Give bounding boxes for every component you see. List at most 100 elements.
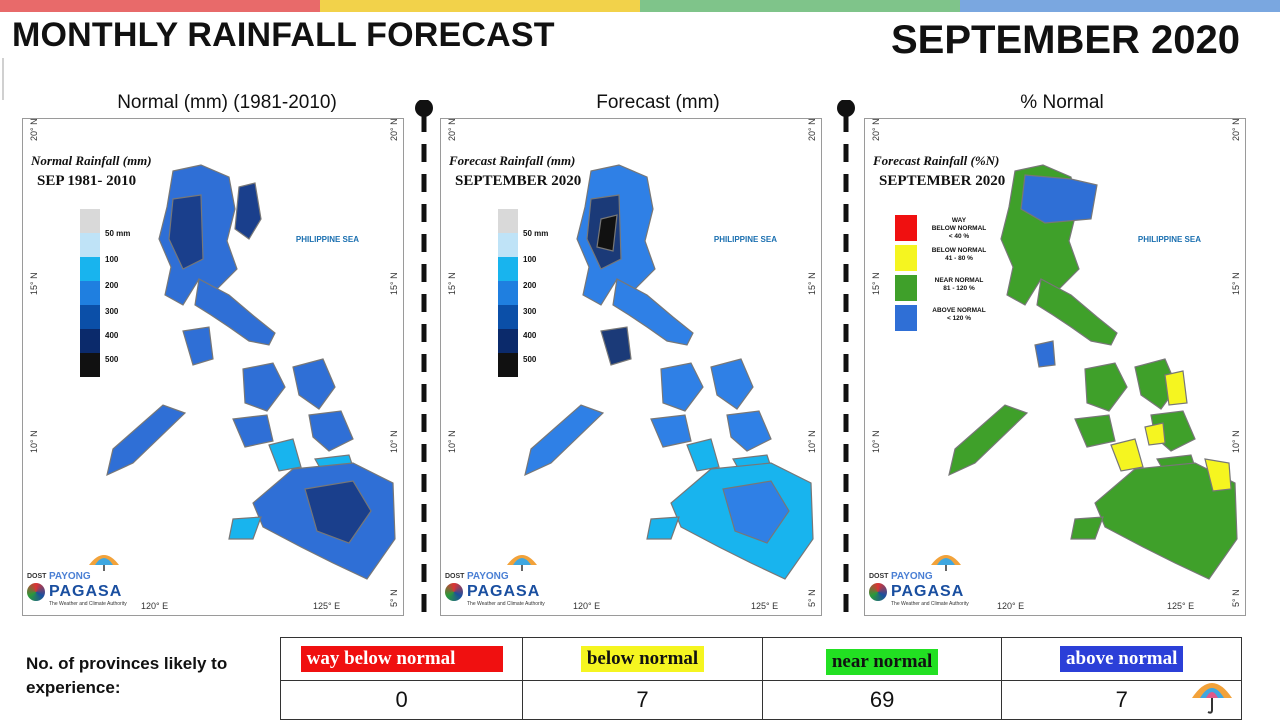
pagasa-label: PAGASA	[891, 583, 965, 600]
category-badge-near: near normal	[825, 649, 939, 675]
sea-label: PHILIPPINE SEA	[295, 235, 359, 244]
rainfall-scale-legend	[80, 209, 100, 377]
map-title-forecast: Forecast Rainfall (mm)	[449, 153, 576, 168]
legend-swatch	[498, 353, 518, 377]
category-label: WAY BELOW NORMAL < 40 %	[931, 217, 987, 240]
panel-label-percent-normal: % Normal	[1020, 92, 1104, 113]
count-above: 7	[1001, 680, 1242, 720]
legend-label: 50 mm	[523, 229, 549, 238]
map-panel-forecast: Forecast Rainfall (mm) SEPTEMBER 2020 PH…	[440, 118, 822, 616]
category-swatch	[895, 215, 917, 241]
lon-label: 125° E	[1167, 601, 1195, 611]
category-legend-item: BELOW NORMAL 41 - 80 %	[895, 245, 1025, 271]
legend-swatch	[80, 353, 100, 377]
pagasa-logo: DOST PAYONG PAGASA The Weather and Clima…	[445, 551, 555, 611]
authority-label: The Weather and Climate Authority	[891, 601, 969, 607]
lat-label: 20° N	[29, 118, 39, 141]
dost-swirl-icon	[869, 583, 887, 601]
lon-label: 120° E	[997, 601, 1025, 611]
map-subtitle-normal: SEP 1981- 2010	[37, 173, 137, 189]
dost-label: DOST	[869, 573, 889, 580]
map-subtitle-forecast: SEPTEMBER 2020	[455, 173, 582, 189]
legend-label: 100	[105, 255, 119, 264]
count-near: 69	[761, 680, 1003, 720]
category-swatch	[895, 305, 917, 331]
lat-label: 15° N	[807, 272, 817, 295]
authority-label: The Weather and Climate Authority	[467, 601, 545, 607]
legend-swatch	[80, 305, 100, 329]
lat-label: 10° N	[807, 430, 817, 453]
top-bar-segment-yellow	[320, 0, 640, 12]
provinces-label: No. of provinces likely to experience:	[26, 654, 228, 697]
philippines-map-forecast	[524, 164, 814, 580]
lon-label: 120° E	[141, 601, 169, 611]
lat-label: 20° N	[389, 118, 399, 141]
category-label: NEAR NORMAL 81 - 120 %	[934, 277, 984, 292]
legend-swatch	[80, 257, 100, 281]
lon-label: 125° E	[313, 601, 341, 611]
map-land	[524, 164, 814, 580]
lat-label: 20° N	[447, 118, 457, 141]
panel-label-forecast: Forecast (mm)	[596, 92, 720, 113]
count-below: 7	[522, 680, 763, 720]
category-label: BELOW NORMAL 41 - 80 %	[931, 247, 987, 262]
map-land	[948, 164, 1238, 580]
legend-label: 300	[523, 307, 537, 316]
umbrella-icon	[1192, 683, 1232, 714]
forecast-period: SEPTEMBER 2020	[890, 18, 1240, 62]
lat-label: 15° N	[389, 272, 399, 295]
legend-label: 200	[523, 281, 537, 290]
map-land	[106, 164, 396, 580]
lat-label: 5° N	[807, 589, 817, 607]
legend-label: 50 mm	[105, 229, 131, 238]
dost-swirl-icon	[445, 583, 463, 601]
category-swatch	[895, 275, 917, 301]
lat-label: 15° N	[1231, 272, 1241, 295]
legend-swatch	[498, 209, 518, 233]
legend-label: 500	[523, 355, 537, 364]
table-header-cell: above normal	[1001, 637, 1242, 681]
table-header-row: way below normal below normal near norma…	[279, 637, 1242, 681]
province-count-table: way below normal below normal near norma…	[279, 637, 1242, 720]
lat-label: 5° N	[1231, 589, 1241, 607]
divider-1	[415, 100, 433, 620]
payong-label: PAYONG	[49, 571, 91, 582]
pagasa-label: PAGASA	[467, 583, 541, 600]
count-way-below: 0	[279, 680, 524, 720]
lat-label: 20° N	[1231, 118, 1241, 141]
dost-swirl-icon	[27, 583, 45, 601]
top-bar-segment-blue	[960, 0, 1280, 12]
category-badge-above: above normal	[1060, 646, 1184, 672]
lat-label: 10° N	[389, 430, 399, 453]
lat-label: 5° N	[389, 589, 399, 607]
dost-label: DOST	[445, 573, 465, 580]
payong-label: PAYONG	[891, 571, 933, 582]
page-title: MONTHLY RAINFALL FORECAST	[12, 16, 555, 54]
philippines-map-percent-normal	[948, 164, 1238, 580]
rainfall-scale-legend	[498, 209, 518, 377]
authority-label: The Weather and Climate Authority	[49, 601, 127, 607]
category-legend-item: NEAR NORMAL 81 - 120 %	[895, 275, 1025, 301]
umbrella-icon	[931, 555, 961, 571]
pagasa-label: PAGASA	[49, 583, 123, 600]
lat-label: 15° N	[871, 272, 881, 295]
payong-label: PAYONG	[467, 571, 509, 582]
legend-swatch	[498, 329, 518, 353]
table-header-cell: way below normal	[279, 637, 524, 681]
legend-label: 100	[523, 255, 537, 264]
legend-swatch	[80, 233, 100, 257]
lat-label: 20° N	[871, 118, 881, 141]
map-title-normal: Normal Rainfall (mm)	[31, 153, 152, 168]
legend-swatch	[498, 257, 518, 281]
legend-swatch	[498, 281, 518, 305]
umbrella-icon	[89, 555, 119, 571]
legend-swatch	[80, 281, 100, 305]
legend-label: 400	[523, 331, 537, 340]
top-bar-segment-green	[640, 0, 960, 12]
top-bar-segment-red	[0, 0, 320, 12]
divider-2	[837, 100, 855, 620]
legend-swatch	[80, 329, 100, 353]
legend-label: 300	[105, 307, 119, 316]
table-row: 0 7 69 7	[279, 680, 1242, 720]
lat-label: 15° N	[447, 272, 457, 295]
